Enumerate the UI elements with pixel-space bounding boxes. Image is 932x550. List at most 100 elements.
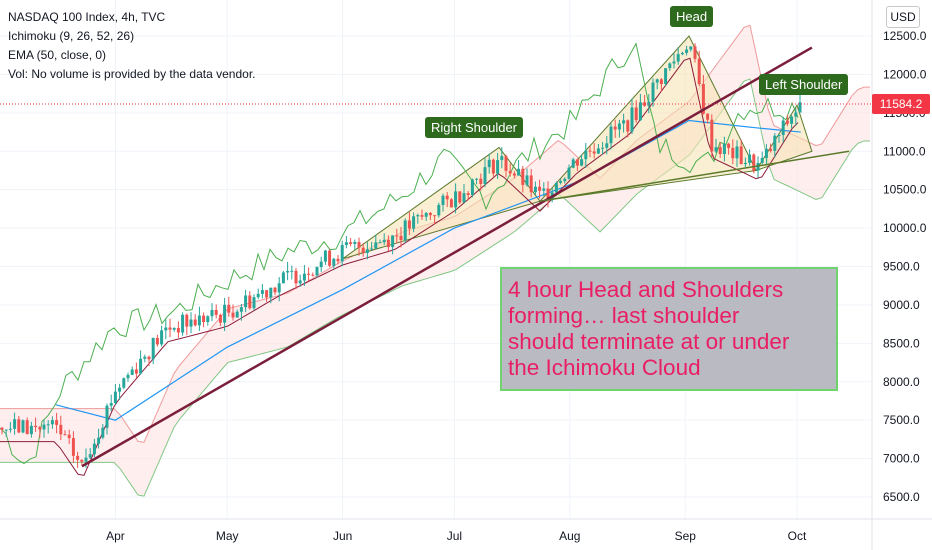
price-tick-label: 10000.0	[883, 221, 927, 235]
candle-up	[189, 319, 193, 327]
candle-up	[286, 271, 290, 273]
candle-down	[710, 119, 714, 152]
candle-up	[403, 220, 407, 241]
candle-up	[416, 215, 420, 217]
candle-up	[88, 454, 92, 458]
candle-up	[365, 249, 369, 253]
candle-down	[361, 247, 365, 253]
cloud-fill	[0, 25, 870, 497]
candle-down	[0, 427, 4, 430]
candle-down	[227, 304, 231, 313]
symbol-title[interactable]: NASDAQ 100 Index, 4h, TVC	[8, 10, 166, 24]
candle-up	[794, 112, 798, 117]
candle-up	[542, 188, 546, 191]
candle-up	[567, 167, 571, 179]
candle-up	[533, 186, 537, 193]
candle-up	[4, 429, 8, 431]
price-tick-label: 10500.0	[883, 183, 927, 197]
candle-up	[130, 369, 134, 375]
candle-down	[155, 337, 159, 345]
candle-down	[706, 113, 710, 120]
candle-down	[25, 420, 29, 435]
candle-up	[197, 315, 201, 326]
candle-up	[42, 424, 46, 430]
candle-down	[193, 319, 197, 326]
head-callout: Head	[670, 6, 714, 27]
candlesticks	[0, 43, 802, 468]
candle-up	[281, 272, 285, 284]
candle-down	[449, 199, 453, 208]
candle-up	[172, 328, 176, 330]
candle-down	[693, 46, 697, 59]
candle-up	[181, 314, 185, 333]
candle-down	[202, 315, 206, 323]
candle-up	[252, 297, 256, 309]
candle-down	[265, 290, 269, 298]
candle-up	[500, 156, 504, 161]
note-line: should terminate at or under	[508, 329, 790, 354]
candle-down	[231, 312, 235, 318]
candle-down	[407, 220, 411, 229]
candle-up	[210, 310, 214, 317]
candle-down	[80, 459, 84, 462]
candle-down	[592, 151, 596, 154]
candle-up	[559, 181, 563, 183]
chart-legend: NASDAQ 100 Index, 4h, TVC Ichimoku (9, 2…	[8, 8, 255, 84]
note-line: 4 hour Head and Shoulders	[508, 277, 784, 302]
candle-up	[412, 216, 416, 229]
time-tick-label: Apr	[106, 529, 125, 543]
chikou-span	[0, 42, 799, 465]
candle-up	[668, 63, 672, 69]
time-axis[interactable]: Apr May Jun Jul Aug Sep Oct	[106, 529, 807, 543]
candle-up	[315, 267, 319, 276]
candle-up	[525, 175, 529, 185]
candle-up	[92, 443, 96, 455]
price-tick-label: 7500.0	[883, 413, 920, 427]
candle-down	[785, 120, 789, 124]
candle-up	[118, 387, 122, 392]
candle-up	[340, 245, 344, 262]
candle-up	[151, 337, 155, 360]
neckline	[539, 150, 850, 202]
candle-down	[63, 434, 67, 436]
candle-up	[21, 420, 25, 433]
ema-line	[55, 119, 801, 421]
candle-up	[223, 304, 227, 323]
candle-up	[790, 116, 794, 124]
candle-up	[630, 107, 634, 132]
candle-up	[97, 437, 101, 444]
candle-up	[206, 316, 210, 323]
candle-down	[752, 154, 756, 171]
candle-up	[353, 241, 357, 244]
ema-legend[interactable]: EMA (50, close, 0)	[8, 48, 107, 62]
candle-up	[239, 307, 243, 312]
candle-down	[718, 147, 722, 155]
volume-legend[interactable]: Vol: No volume is provided by the data v…	[8, 67, 256, 81]
candle-down	[218, 314, 222, 323]
candle-up	[391, 235, 395, 248]
candle-up	[50, 420, 54, 425]
candle-down	[697, 58, 701, 85]
candle-up	[735, 146, 739, 159]
candle-down	[399, 235, 403, 241]
candle-down	[328, 250, 332, 266]
candle-up	[655, 79, 659, 83]
candle-down	[311, 274, 315, 276]
ichimoku-cloud	[0, 24, 870, 497]
candle-down	[458, 191, 462, 203]
currency-label[interactable]: USD	[886, 6, 920, 28]
price-axis[interactable]: 6500.0 7000.0 7500.0 8000.0 8500.0 9000.0 9500…	[883, 29, 927, 504]
candle-up	[244, 295, 248, 308]
candle-down	[17, 419, 21, 433]
candle-up	[743, 162, 747, 165]
candle-up	[126, 374, 130, 379]
time-tick-label: Jul	[447, 529, 462, 543]
ichimoku-legend[interactable]: Ichimoku (9, 26, 52, 26)	[8, 29, 135, 43]
time-tick-label: May	[216, 529, 239, 543]
candle-down	[34, 425, 38, 428]
trendlines	[81, 46, 850, 468]
candle-down	[479, 178, 483, 185]
price-tick-label: 9000.0	[883, 298, 920, 312]
candle-down	[307, 273, 311, 275]
